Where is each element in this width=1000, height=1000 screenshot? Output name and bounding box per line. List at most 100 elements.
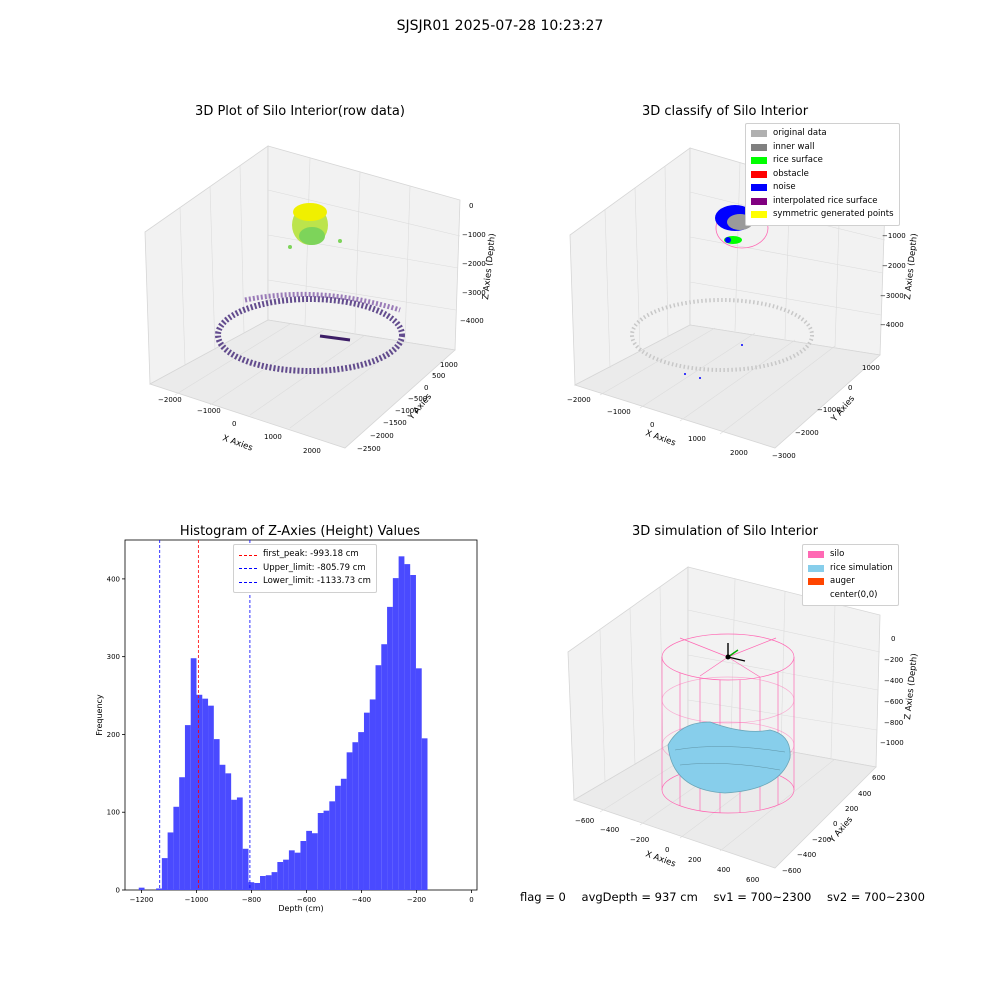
legend-swatch xyxy=(751,143,767,151)
legend-label: rice simulation xyxy=(830,562,893,573)
sim-ztick-label: −1000 xyxy=(880,739,904,747)
histogram-bar xyxy=(335,785,341,890)
legend-item-center: center(0,0) xyxy=(808,589,893,603)
histogram-bar xyxy=(317,813,324,890)
classify-ytick-label: −1000 xyxy=(817,406,841,414)
raw-ytick-label: −2500 xyxy=(357,445,381,453)
sim-ytick-label: 400 xyxy=(858,790,871,798)
histogram-legend: first_peak: -993.18 cm Upper_limit: -805… xyxy=(233,544,377,593)
legend-item-original-data: original data xyxy=(751,127,894,141)
legend-label: inner wall xyxy=(773,141,815,152)
histogram-ytick-label: 200 xyxy=(107,731,120,739)
legend-swatch xyxy=(751,184,767,192)
legend-label: original data xyxy=(773,128,827,138)
histogram-bar xyxy=(156,888,162,890)
sim-ytick-label: −200 xyxy=(812,836,831,844)
histogram-bar xyxy=(219,764,226,890)
histogram-bar xyxy=(254,883,261,890)
legend-label: obstacle xyxy=(773,168,809,179)
raw-ztick-label: −4000 xyxy=(460,317,484,325)
classify-ztick-label: −4000 xyxy=(880,321,904,329)
legend-item-silo: silo xyxy=(808,548,893,562)
histogram-xlabel: Depth (cm) xyxy=(278,904,323,913)
sim-ztick-label: −600 xyxy=(884,698,903,706)
sim-xtick-label: 600 xyxy=(746,876,759,884)
classify-xtick-label: −2000 xyxy=(567,396,591,404)
raw-ztick-label: 0 xyxy=(469,202,473,210)
histogram-bar xyxy=(265,875,272,890)
histogram-bar xyxy=(277,862,284,890)
histogram-bar xyxy=(138,887,145,890)
legend-item-noise: noise xyxy=(751,181,894,195)
histogram-bar xyxy=(358,732,364,890)
histogram-bar xyxy=(404,564,411,890)
legend-swatch xyxy=(751,197,767,205)
classify-ztick-label: −1000 xyxy=(882,232,906,240)
raw-xtick-label: 1000 xyxy=(264,433,282,441)
histogram-bar xyxy=(346,752,353,890)
histogram-bar xyxy=(173,806,180,890)
histogram-ytick-label: 0 xyxy=(116,887,120,895)
histogram-bar xyxy=(375,665,382,890)
histogram-bar xyxy=(248,882,255,890)
histogram-bar xyxy=(352,742,359,890)
legend-item-interpolated: interpolated rice surface xyxy=(751,195,894,209)
legend-item-obstacle: obstacle xyxy=(751,168,894,182)
histogram-bar xyxy=(271,872,278,890)
sv1-status: sv1 = 700~2300 xyxy=(713,890,812,904)
sim-ztick-label: 0 xyxy=(891,635,895,643)
histogram-bar xyxy=(421,738,428,890)
legend-item-rice-simulation: rice simulation xyxy=(808,562,893,576)
raw-xtick-label: −1000 xyxy=(197,407,221,415)
legend-item-inner-wall: inner wall xyxy=(751,141,894,155)
sim-xlabel: X Axies xyxy=(644,849,677,869)
classify-ytick-label: −3000 xyxy=(772,452,796,460)
classify-3d-gridlines xyxy=(599,161,886,435)
classify-ztick-label: −3000 xyxy=(880,292,904,300)
sim-ztick-label: −200 xyxy=(884,656,903,664)
histogram-bar xyxy=(387,606,393,890)
histogram-xtick-label: −1000 xyxy=(185,896,209,904)
raw-ytick-label: −2000 xyxy=(370,432,394,440)
rice-simulation-surface xyxy=(667,721,791,794)
legend-label: first_peak: -993.18 cm xyxy=(263,549,359,559)
histogram-bar xyxy=(213,739,220,890)
histogram-xtick-label: 0 xyxy=(469,896,473,904)
histogram-bar xyxy=(392,578,399,890)
raw-ztick-label: −2000 xyxy=(462,260,486,268)
raw-ytick-label: 500 xyxy=(432,372,445,380)
raw-xtick-label: 2000 xyxy=(303,447,321,455)
legend-swatch xyxy=(239,568,257,570)
classify-ytick-label: −2000 xyxy=(795,429,819,437)
histogram-bar xyxy=(415,668,422,890)
histogram-bar xyxy=(190,658,197,890)
histogram-bar xyxy=(381,644,388,890)
classify-plot-title: 3D classify of Silo Interior xyxy=(641,104,809,119)
legend-item-auger: auger xyxy=(808,575,893,589)
histogram-bar xyxy=(208,705,214,890)
flag-status: flag = 0 xyxy=(520,890,566,904)
histogram-bar xyxy=(398,556,405,890)
legend-item-lower-limit: Lower_limit: -1133.73 cm xyxy=(239,575,371,589)
raw-ztick-label: −1000 xyxy=(462,231,486,239)
sim-xtick-label: 200 xyxy=(688,856,701,864)
legend-item-upper-limit: Upper_limit: -805.79 cm xyxy=(239,562,371,576)
raw-plot-title: 3D Plot of Silo Interior(row data) xyxy=(195,104,405,119)
histogram-bar xyxy=(196,694,203,890)
sim-ztick-label: −800 xyxy=(884,719,903,727)
sim-ytick-label: −400 xyxy=(797,851,816,859)
legend-swatch xyxy=(751,211,767,219)
sim-ytick-label: −600 xyxy=(782,867,801,875)
histogram-bar xyxy=(294,852,301,890)
sim-ytick-label: 600 xyxy=(872,774,885,782)
legend-item-symmetric: symmetric generated points xyxy=(751,208,894,222)
histogram-bar xyxy=(340,778,347,890)
raw-ytick-label: 0 xyxy=(424,384,428,392)
classify-ytick-label: 0 xyxy=(848,384,852,392)
histogram-bar xyxy=(300,841,307,890)
histogram-bar xyxy=(283,859,289,890)
legend-swatch xyxy=(808,564,824,572)
